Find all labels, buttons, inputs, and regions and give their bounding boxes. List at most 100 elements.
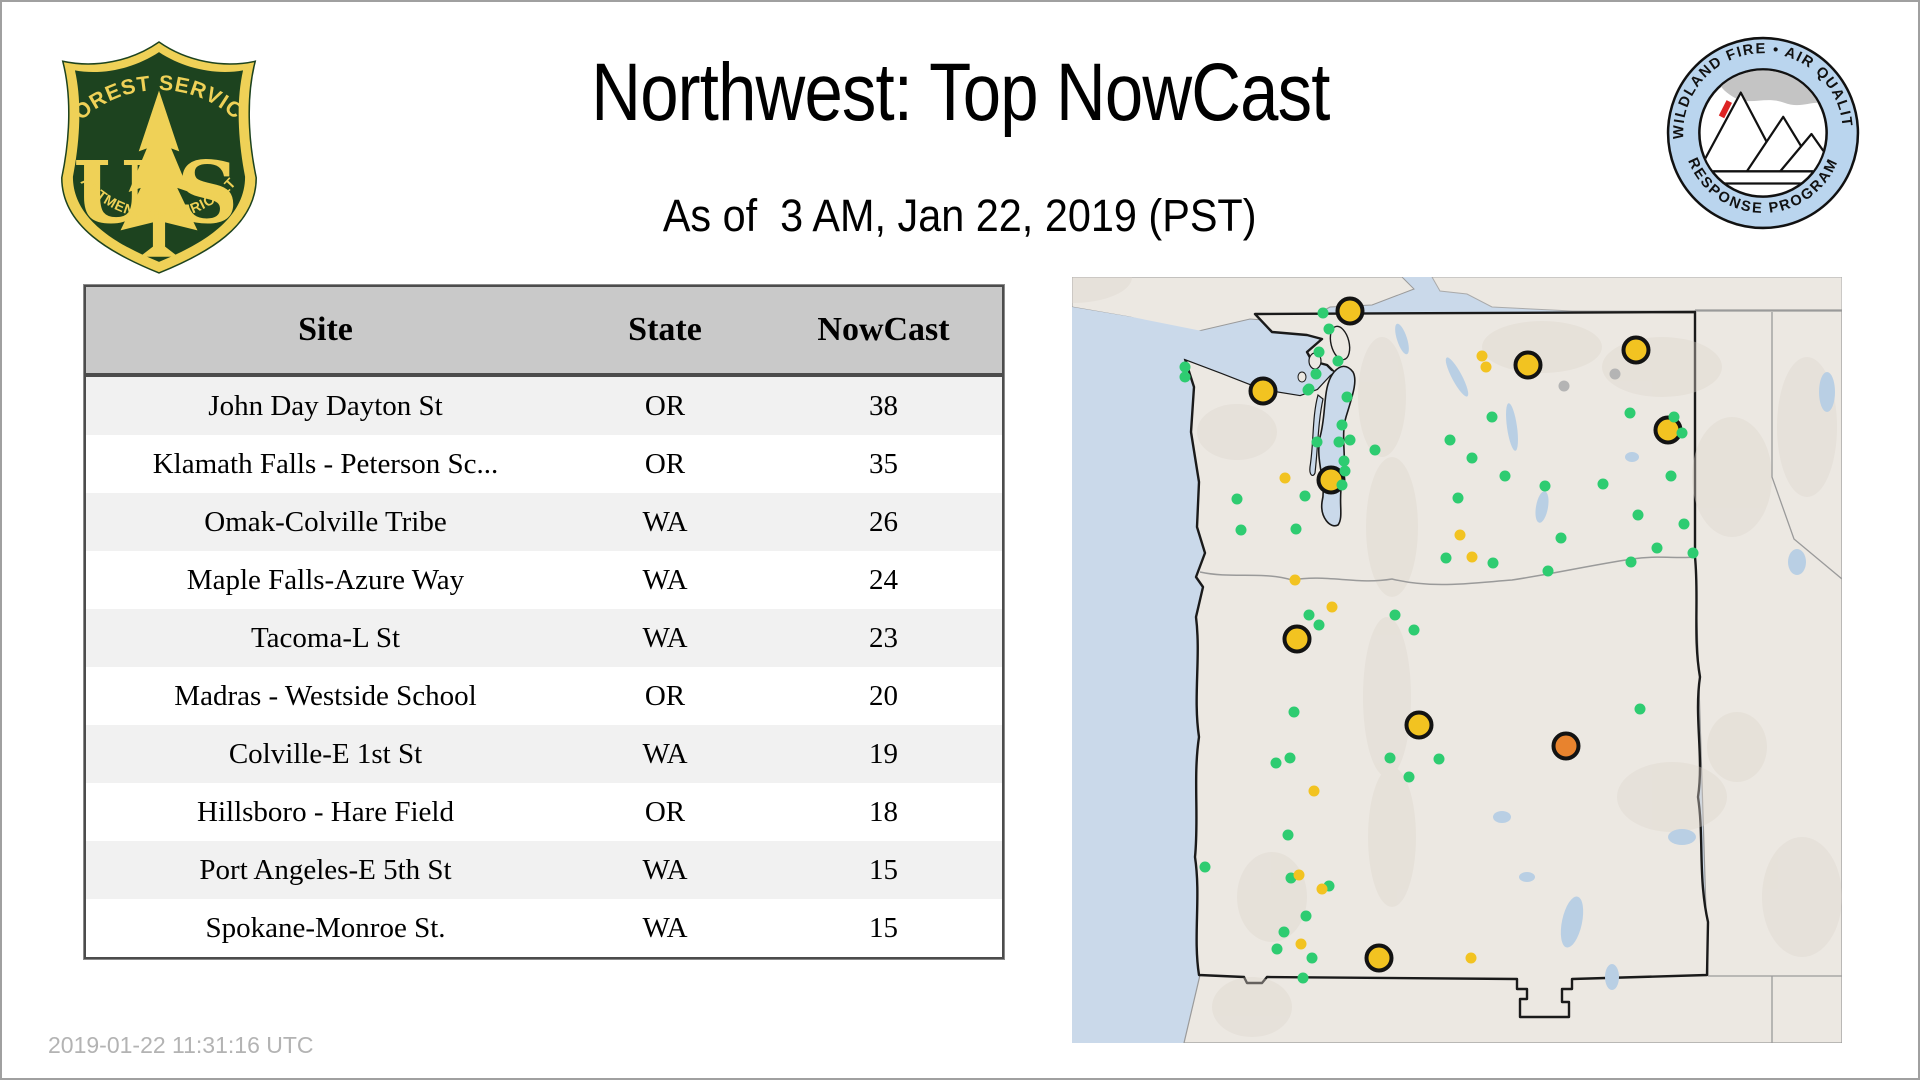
aq-monitor-dot-yellow <box>1293 869 1305 881</box>
aq-site-circle-yellow <box>1621 335 1651 365</box>
cell-state: WA <box>565 725 765 783</box>
table-header-row: Site State NowCast <box>85 286 1003 377</box>
aq-monitor-dot-green <box>1332 355 1344 367</box>
table-row: Hillsboro - Hare Field OR 18 <box>85 783 1003 841</box>
aq-monitor-dot-green <box>1336 419 1348 431</box>
aq-monitor-dot-yellow <box>1466 551 1478 563</box>
aq-monitor-dot-green <box>1333 436 1345 448</box>
cell-state: WA <box>565 841 765 899</box>
aq-monitor-dot-green <box>1179 371 1191 383</box>
cell-state: OR <box>565 667 765 725</box>
aq-site-circle-yellow <box>1335 296 1365 326</box>
aq-site-circle-yellow <box>1364 943 1394 973</box>
aq-monitor-dot-yellow <box>1279 472 1291 484</box>
cell-site: Colville-E 1st St <box>85 725 565 783</box>
table-row: Klamath Falls - Peterson Sc... OR 35 <box>85 435 1003 493</box>
cell-state: WA <box>565 493 765 551</box>
cell-nowcast: 15 <box>765 841 1003 899</box>
aq-monitor-dot-green <box>1270 757 1282 769</box>
cell-state: WA <box>565 609 765 667</box>
aq-monitor-dot-green <box>1452 492 1464 504</box>
table-row: Colville-E 1st St WA 19 <box>85 725 1003 783</box>
forest-service-logo: FOREST SERVICE U S DEPARTMENT OF AGRICUL… <box>50 38 257 274</box>
terrain-shading <box>1072 277 1842 1037</box>
table-row: Tacoma-L St WA 23 <box>85 609 1003 667</box>
whidbey-island <box>1329 325 1351 361</box>
generation-timestamp: 2019-01-22 11:31:16 UTC <box>48 1032 314 1058</box>
aq-monitor-dot-green <box>1344 434 1356 446</box>
aq-monitor-dot-green <box>1300 910 1312 922</box>
cell-state: OR <box>565 375 765 435</box>
aq-monitor-dot-gray <box>1558 380 1570 392</box>
cell-site: Omak-Colville Tribe <box>85 493 565 551</box>
cell-site: Madras - Westside School <box>85 667 565 725</box>
aq-monitor-dot-green <box>1303 383 1315 395</box>
aq-monitor-dot-green <box>1542 565 1554 577</box>
aq-monitor-dot-green <box>1341 391 1353 403</box>
aq-monitor-dot-green <box>1313 346 1325 358</box>
fs-logo-tree-icon <box>120 90 198 257</box>
aq-monitor-dot-yellow <box>1454 529 1466 541</box>
wfaqrp-logo: WILDLAND FIRE • AIR QUALITY RESPONSE PRO… <box>1662 32 1860 230</box>
cell-state: OR <box>565 435 765 493</box>
aq-monitor-dot-green <box>1486 411 1498 423</box>
table-row: Omak-Colville Tribe WA 26 <box>85 493 1003 551</box>
cell-state: OR <box>565 783 765 841</box>
aq-monitor-dot-green <box>1231 493 1243 505</box>
aq-monitor-dot-green <box>1440 552 1452 564</box>
aq-monitor-dot-green <box>1625 556 1637 568</box>
aq-monitor-dot-yellow <box>1480 361 1492 373</box>
fire-mark-icon <box>1718 100 1732 119</box>
page-title: Northwest: Top NowCast <box>590 47 1330 138</box>
aq-monitor-dot-green <box>1284 752 1296 764</box>
aq-monitor-dot-green <box>1271 943 1283 955</box>
column-header-nowcast: NowCast <box>765 286 1003 377</box>
aq-site-circle-yellow <box>1513 350 1543 380</box>
aq-monitor-dot-green <box>1282 829 1294 841</box>
aq-monitor-dot-green <box>1288 706 1300 718</box>
cell-site: Spokane-Monroe St. <box>85 899 565 958</box>
aq-monitor-dot-green <box>1651 542 1663 554</box>
aq-monitor-dot-green <box>1306 952 1318 964</box>
aq-monitor-dot-green <box>1687 547 1699 559</box>
cell-nowcast: 35 <box>765 435 1003 493</box>
aq-site-circle-yellow <box>1248 376 1278 406</box>
cell-nowcast: 26 <box>765 493 1003 551</box>
aq-monitor-dot-yellow <box>1308 785 1320 797</box>
table-row: Maple Falls-Azure Way WA 24 <box>85 551 1003 609</box>
cell-state: WA <box>565 551 765 609</box>
aq-monitor-dot-green <box>1339 465 1351 477</box>
aq-monitor-dot-green <box>1466 452 1478 464</box>
aq-monitor-dot-green <box>1678 518 1690 530</box>
aq-monitor-dot-green <box>1539 480 1551 492</box>
aq-monitor-dot-green <box>1668 411 1680 423</box>
small-island <box>1297 371 1307 383</box>
aq-monitor-dot-green <box>1624 407 1636 419</box>
aq-monitor-dot-green <box>1369 444 1381 456</box>
aq-monitor-dot-green <box>1597 478 1609 490</box>
cell-site: Tacoma-L St <box>85 609 565 667</box>
table-row: Port Angeles-E 5th St WA 15 <box>85 841 1003 899</box>
aq-monitor-dot-yellow <box>1465 952 1477 964</box>
aq-monitor-dot-green <box>1499 470 1511 482</box>
strait-juan-de-fuca <box>1072 307 1334 395</box>
cell-state: WA <box>565 899 765 958</box>
aq-monitor-dot-green <box>1634 703 1646 715</box>
aq-monitor-dot-green <box>1408 624 1420 636</box>
aq-monitor-dot-green <box>1299 490 1311 502</box>
monitor-markers-layer <box>1072 277 1842 1043</box>
aq-monitor-dot-green <box>1278 926 1290 938</box>
aq-monitor-dot-green <box>1313 619 1325 631</box>
table-row: Madras - Westside School OR 20 <box>85 667 1003 725</box>
cell-nowcast: 38 <box>765 375 1003 435</box>
aq-monitor-dot-green <box>1665 470 1677 482</box>
aq-monitor-dot-green <box>1384 752 1396 764</box>
table-row: John Day Dayton St OR 38 <box>85 375 1003 435</box>
aq-monitor-dot-green <box>1338 455 1350 467</box>
aq-monitor-dot-green <box>1297 972 1309 984</box>
lakes <box>1395 323 1835 990</box>
british-columbia-land <box>1431 277 1842 312</box>
aq-monitor-dot-green <box>1444 434 1456 446</box>
nowcast-table: Site State NowCast John Day Dayton St OR 3… <box>84 285 1004 959</box>
cell-site: Maple Falls-Azure Way <box>85 551 565 609</box>
